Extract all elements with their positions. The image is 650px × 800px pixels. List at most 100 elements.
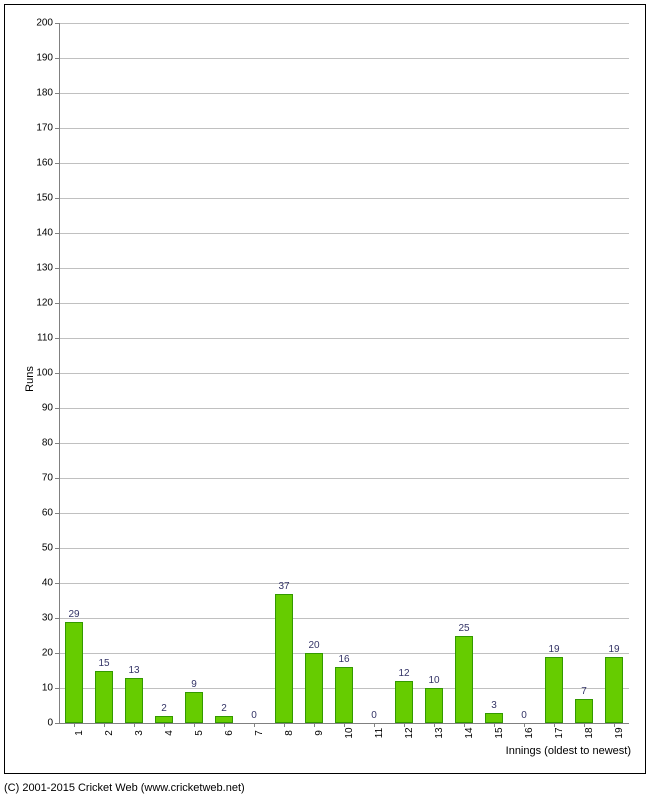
bar-value-label: 19 [608, 644, 619, 655]
x-tick-mark [104, 723, 105, 727]
grid-line [59, 338, 629, 339]
y-tick-label: 130 [36, 263, 53, 274]
y-axis-title: Runs [24, 366, 36, 392]
x-tick-mark [314, 723, 315, 727]
x-tick-mark [194, 723, 195, 727]
grid-line [59, 128, 629, 129]
x-tick-mark [584, 723, 585, 727]
bar-value-label: 37 [278, 581, 289, 592]
bar-value-label: 2 [161, 703, 167, 714]
y-tick-label: 140 [36, 228, 53, 239]
bar [95, 671, 114, 724]
x-tick-label: 5 [194, 730, 205, 736]
x-tick-mark [224, 723, 225, 727]
y-tick-label: 60 [42, 508, 53, 519]
bar-value-label: 0 [251, 710, 257, 721]
bar [605, 657, 624, 724]
bar-value-label: 16 [338, 654, 349, 665]
bar-value-label: 25 [458, 623, 469, 634]
x-tick-mark [614, 723, 615, 727]
bar-value-label: 7 [581, 686, 587, 697]
y-tick-label: 0 [47, 718, 53, 729]
bar [275, 594, 294, 724]
bar-value-label: 15 [98, 658, 109, 669]
bar-value-label: 2 [221, 703, 227, 714]
y-tick-label: 10 [42, 683, 53, 694]
bar-value-label: 9 [191, 679, 197, 690]
bar-value-label: 10 [428, 675, 439, 686]
x-tick-mark [464, 723, 465, 727]
grid-line [59, 373, 629, 374]
x-tick-label: 9 [314, 730, 325, 736]
grid-line [59, 618, 629, 619]
y-tick-label: 100 [36, 368, 53, 379]
chart-frame: 0102030405060708090100110120130140150160… [4, 4, 646, 774]
x-tick-mark [494, 723, 495, 727]
bar-value-label: 12 [398, 668, 409, 679]
x-axis-title: Innings (oldest to newest) [506, 745, 631, 757]
y-tick-label: 80 [42, 438, 53, 449]
bar [455, 636, 474, 724]
bar [545, 657, 564, 724]
bar-value-label: 20 [308, 640, 319, 651]
x-tick-mark [554, 723, 555, 727]
bar [575, 699, 594, 724]
x-tick-label: 14 [464, 727, 475, 738]
copyright-text: (C) 2001-2015 Cricket Web (www.cricketwe… [4, 782, 245, 794]
bar-value-label: 0 [371, 710, 377, 721]
x-tick-label: 1 [74, 730, 85, 736]
x-tick-label: 8 [284, 730, 295, 736]
bar [155, 716, 174, 723]
bar [125, 678, 144, 724]
grid-line [59, 478, 629, 479]
grid-line [59, 583, 629, 584]
y-tick-label: 40 [42, 578, 53, 589]
x-tick-label: 2 [104, 730, 115, 736]
x-tick-label: 3 [134, 730, 145, 736]
y-tick-label: 50 [42, 543, 53, 554]
y-tick-label: 180 [36, 88, 53, 99]
x-tick-mark [434, 723, 435, 727]
grid-line [59, 163, 629, 164]
bar [185, 692, 204, 724]
bar [485, 713, 504, 724]
y-tick-label: 190 [36, 53, 53, 64]
y-axis-line [59, 23, 60, 723]
y-tick-label: 110 [37, 333, 53, 344]
bar [395, 681, 414, 723]
bar [215, 716, 234, 723]
bar-value-label: 0 [521, 710, 527, 721]
y-tick-label: 150 [36, 193, 53, 204]
bar-value-label: 13 [128, 665, 139, 676]
y-tick-label: 70 [42, 473, 53, 484]
bar [425, 688, 444, 723]
grid-line [59, 548, 629, 549]
bar-value-label: 19 [548, 644, 559, 655]
y-tick-label: 90 [42, 403, 53, 414]
bar-value-label: 3 [491, 700, 497, 711]
grid-line [59, 408, 629, 409]
grid-line [59, 443, 629, 444]
chart-container: 0102030405060708090100110120130140150160… [0, 0, 650, 800]
y-tick-label: 20 [42, 648, 53, 659]
grid-line [59, 513, 629, 514]
grid-line [59, 233, 629, 234]
x-tick-mark [404, 723, 405, 727]
x-tick-label: 16 [524, 727, 535, 738]
x-tick-mark [254, 723, 255, 727]
x-tick-label: 18 [584, 727, 595, 738]
bar-value-label: 29 [68, 609, 79, 620]
x-tick-mark [134, 723, 135, 727]
x-tick-label: 15 [494, 727, 505, 738]
grid-line [59, 198, 629, 199]
bar [65, 622, 84, 724]
x-tick-label: 12 [404, 727, 415, 738]
x-tick-label: 13 [434, 727, 445, 738]
x-tick-label: 11 [374, 728, 385, 738]
x-tick-label: 10 [344, 727, 355, 738]
x-tick-label: 6 [224, 730, 235, 736]
x-tick-label: 7 [254, 730, 265, 736]
y-tick-label: 200 [36, 18, 53, 29]
grid-line [59, 58, 629, 59]
x-tick-mark [374, 723, 375, 727]
